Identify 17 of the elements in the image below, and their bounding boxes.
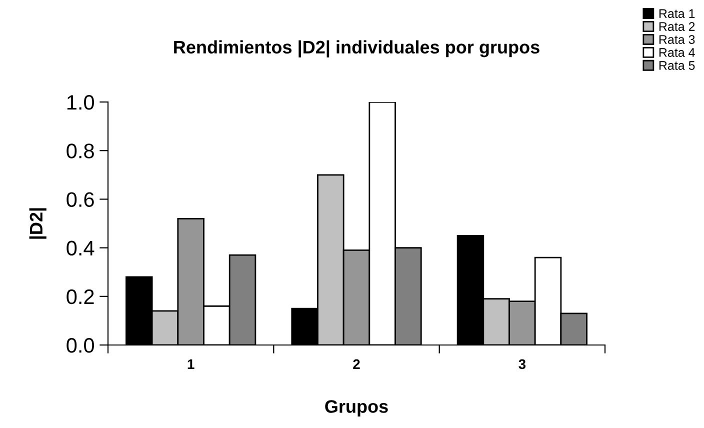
- y-tick-label: 0.4: [66, 240, 94, 256]
- y-tick-label: 0.2: [66, 289, 94, 304]
- legend-label: Rata 2: [659, 22, 695, 31]
- y-tick-label: 0.0: [66, 338, 94, 353]
- y-tick-label: 0.6: [66, 192, 94, 207]
- legend-label: Rata 3: [659, 35, 695, 44]
- legend-label: Rata 5: [659, 61, 695, 70]
- y-tick-label: 1.0: [67, 95, 94, 110]
- x-tick-label: 1: [188, 359, 194, 369]
- x-tick-label: 3: [518, 359, 526, 370]
- legend-label: Rata 4: [659, 48, 695, 57]
- x-tick-label: 2: [353, 359, 360, 369]
- chart-title: Rendimientos |D2| individuales por grupos: [174, 40, 540, 58]
- y-tick-label: 0.8: [66, 144, 94, 158]
- x-axis-title: Grupos: [325, 400, 388, 416]
- legend-label: Rata 1: [659, 9, 695, 18]
- y-axis-title: |D2|: [29, 208, 46, 239]
